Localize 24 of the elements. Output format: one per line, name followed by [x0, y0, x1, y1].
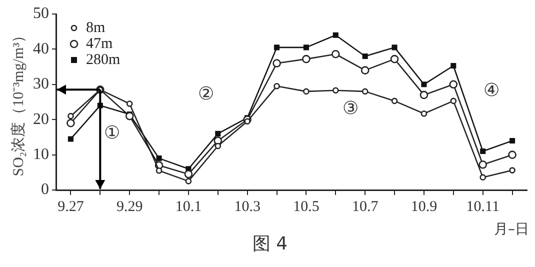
x-tick-label: 9.29: [116, 198, 143, 215]
x-axis-title: 月–日: [494, 222, 529, 238]
legend-label: 47m: [86, 36, 113, 52]
annotation: ③: [342, 98, 358, 118]
x-tick-label: 9.27: [58, 198, 84, 215]
annotation: ①: [104, 122, 120, 142]
legend-label: 8m: [86, 20, 106, 36]
y-tick-label: 10: [33, 146, 49, 164]
x-tick-label: 10.5: [293, 198, 320, 215]
y-tick-label: 30: [33, 76, 49, 93]
x-tick-label: 10.7: [352, 198, 379, 215]
y-tick-label: 50: [33, 5, 49, 22]
x-tick-label: 10.9: [410, 198, 438, 215]
x-tick-label: 10.1: [175, 198, 202, 215]
annotation: ④: [484, 80, 500, 100]
annotation: ②: [198, 84, 214, 104]
caption: 图 4: [252, 234, 288, 255]
y-tick-label: 40: [33, 40, 49, 58]
y-axis-title: SO₂浓度（10⁻³mg/m³）: [10, 28, 27, 176]
legend-label: 280m: [86, 52, 120, 68]
x-tick-label: 10.3: [234, 198, 260, 215]
y-tick-label: 20: [33, 110, 49, 128]
y-tick-label: 0: [41, 181, 49, 198]
x-tick-label: 10.11: [466, 198, 500, 215]
